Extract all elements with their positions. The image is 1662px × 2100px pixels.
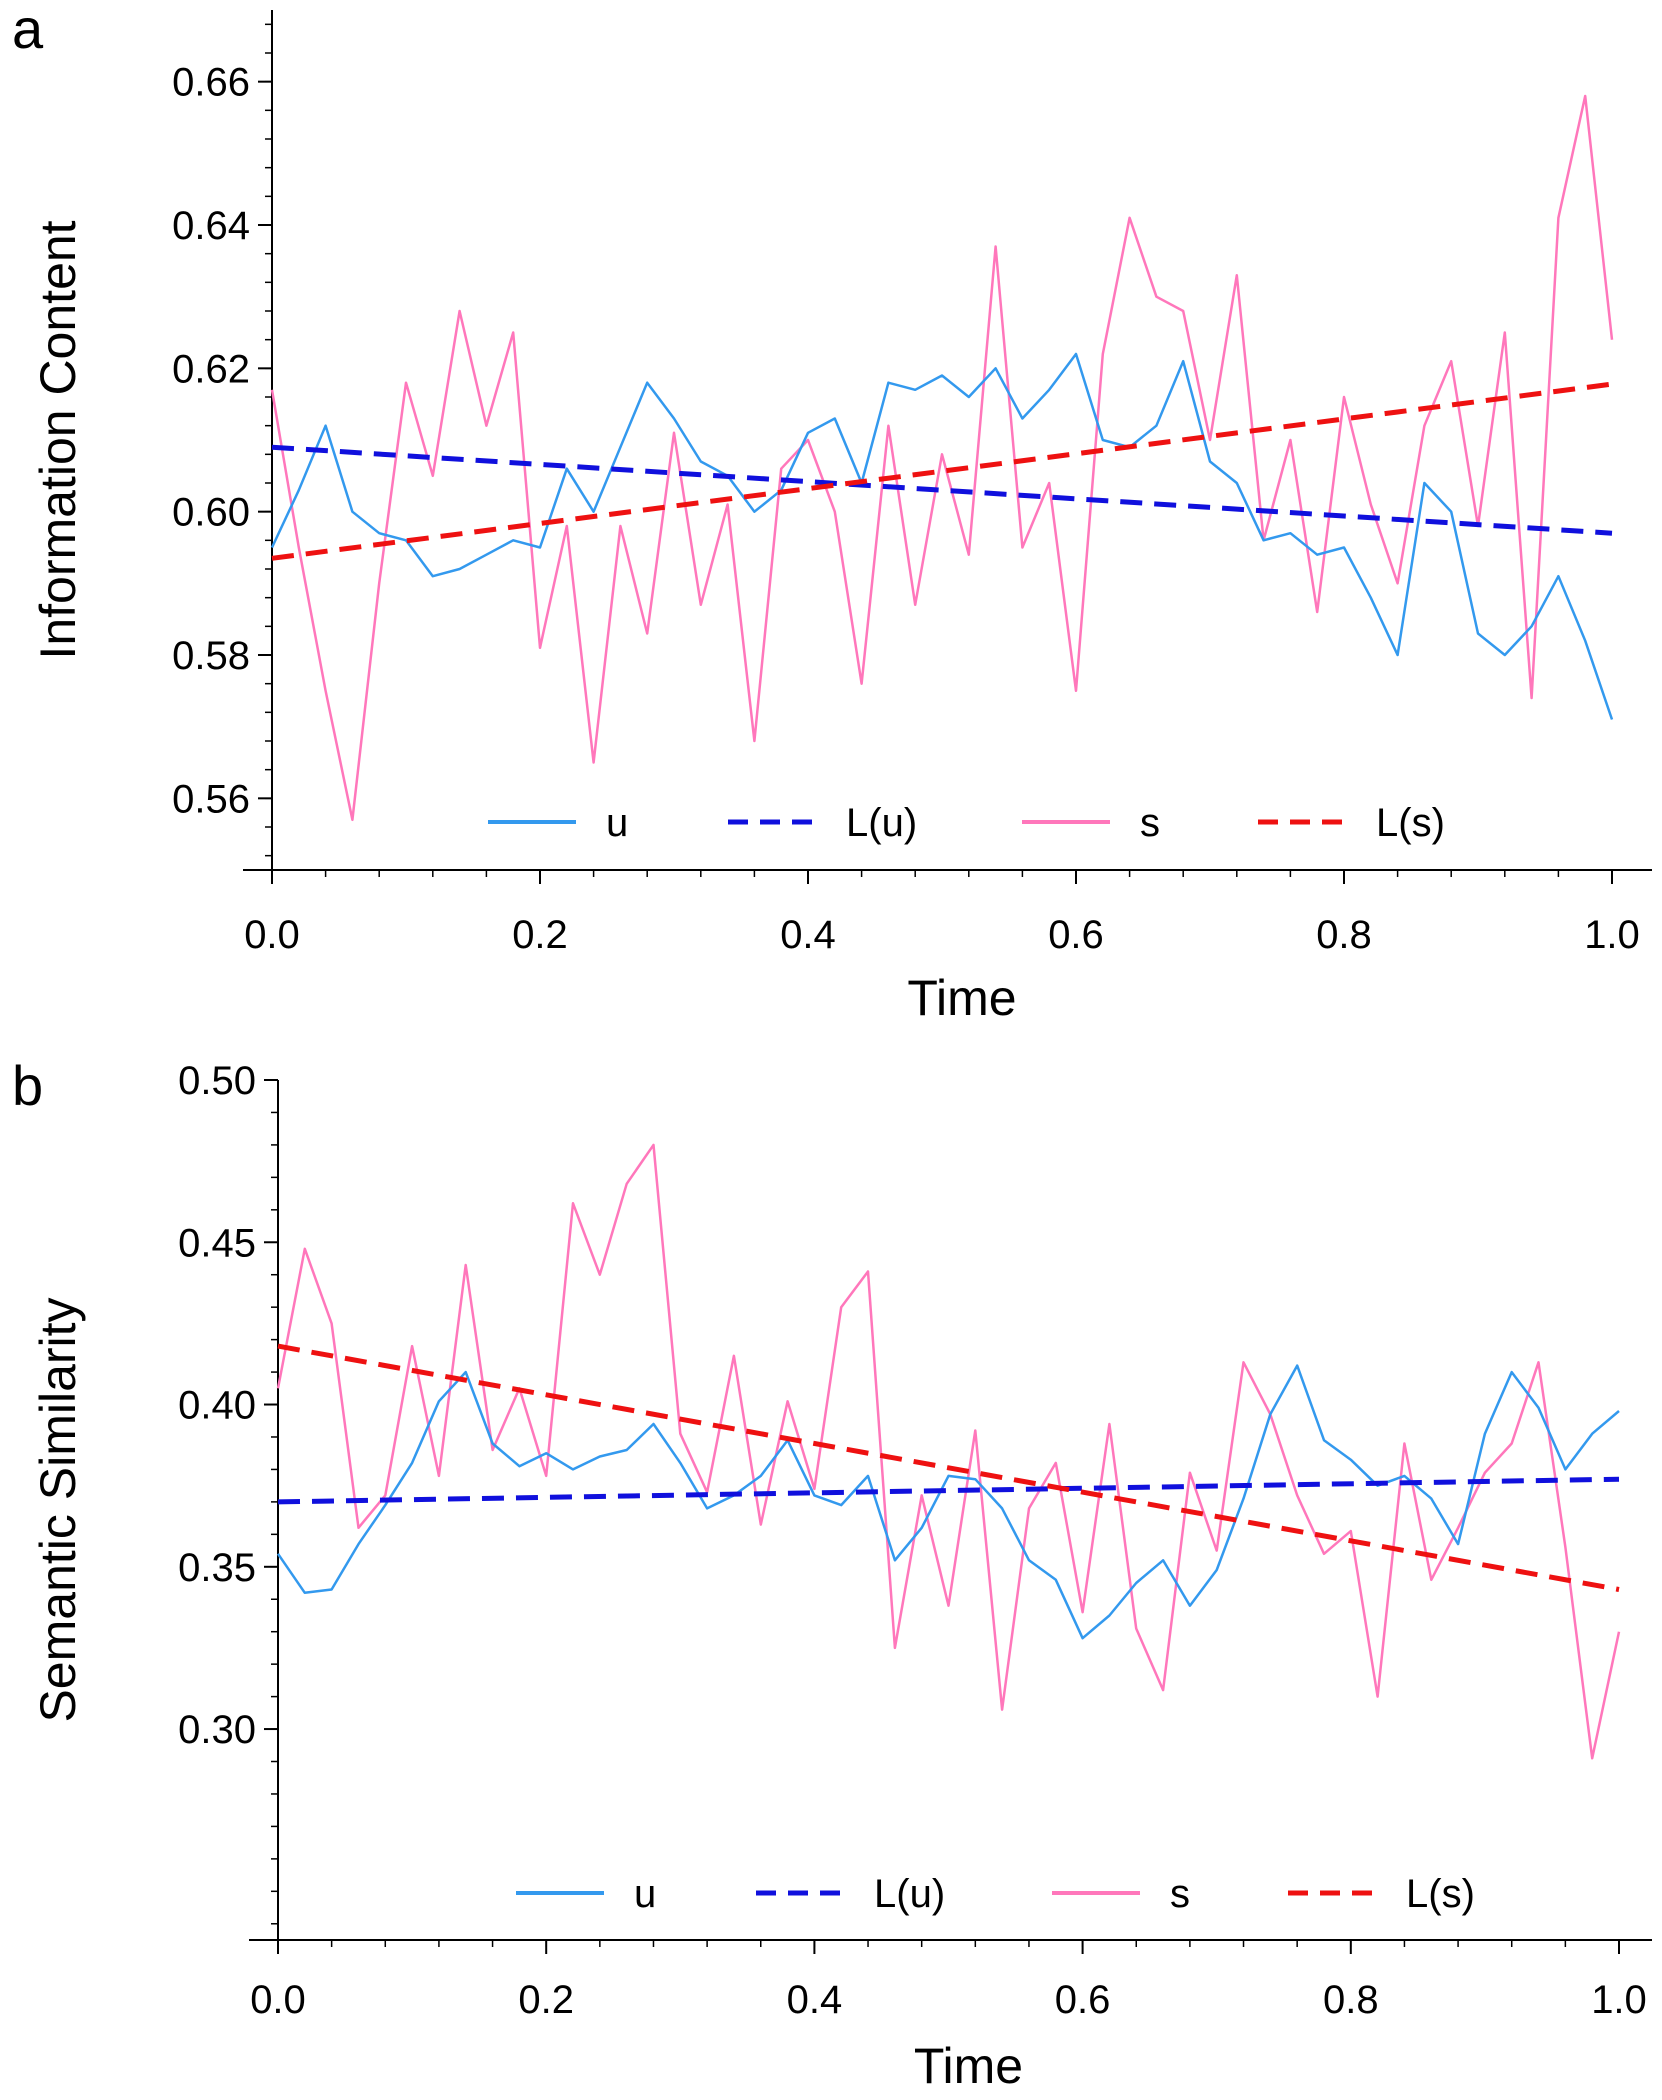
x-tick-label: 1.0 bbox=[1584, 913, 1640, 957]
y-axis-title: Semantic Similarity bbox=[30, 1297, 86, 1722]
legend-label: s bbox=[1170, 1872, 1190, 1916]
y-tick-label: 0.64 bbox=[172, 204, 250, 248]
series-line-u bbox=[270, 352, 1614, 720]
y-tick-label: 0.40 bbox=[178, 1384, 256, 1428]
x-tick-label: 0.6 bbox=[1048, 913, 1104, 957]
series-line-lu-fit bbox=[271, 444, 1613, 536]
series-line-lu-fit bbox=[277, 1476, 1620, 1505]
legend-label: s bbox=[1140, 801, 1160, 845]
x-tick-label: 0.2 bbox=[512, 913, 568, 957]
x-tick-label: 1.0 bbox=[1591, 1978, 1647, 2022]
legend-label: u bbox=[606, 801, 628, 845]
y-axis-title: Information Content bbox=[30, 220, 86, 659]
y-tick-label: 0.62 bbox=[172, 347, 250, 391]
x-axis-title: Time bbox=[914, 2038, 1023, 2094]
y-tick-label: 0.50 bbox=[178, 1059, 256, 1103]
legend-label: L(s) bbox=[1406, 1872, 1475, 1916]
y-tick-label: 0.60 bbox=[172, 491, 250, 535]
y-tick-label: 0.35 bbox=[178, 1546, 256, 1590]
legend-label: L(s) bbox=[1376, 801, 1445, 845]
panel-letter: a bbox=[12, 0, 44, 60]
series-line-ls-fit bbox=[271, 381, 1613, 561]
x-tick-label: 0.4 bbox=[787, 1978, 843, 2022]
x-tick-label: 0.6 bbox=[1055, 1978, 1111, 2022]
legend-label: L(u) bbox=[846, 801, 917, 845]
x-tick-label: 0.0 bbox=[244, 913, 300, 957]
x-axis-title: Time bbox=[907, 970, 1016, 1026]
series-line-u bbox=[276, 1364, 1620, 1640]
panel-letter: b bbox=[12, 1054, 43, 1117]
chart-panel-a: a 0.56 0.58 0.60 0.62 0.64 0.66 0.0 0.2 0.4 0.6 0.8… bbox=[12, 0, 1652, 1026]
y-tick-label: 0.30 bbox=[178, 1708, 256, 1752]
x-tick-label: 0.2 bbox=[518, 1978, 574, 2022]
x-tick-label: 0.0 bbox=[250, 1978, 306, 2022]
legend-label: L(u) bbox=[874, 1872, 945, 1916]
legend-label: u bbox=[634, 1872, 656, 1916]
y-tick-label: 0.58 bbox=[172, 634, 250, 678]
y-tick-label: 0.66 bbox=[172, 61, 250, 105]
x-tick-label: 0.8 bbox=[1323, 1978, 1379, 2022]
series-line-s bbox=[270, 94, 1614, 822]
y-tick-label: 0.45 bbox=[178, 1221, 256, 1265]
series-line-s bbox=[276, 1143, 1621, 1760]
chart-panel-b: b 0.30 0.35 0.40 0.45 0.50 0.0 0.2 0.4 0.6 0.8 1.0 T… bbox=[12, 1054, 1652, 2094]
x-tick-label: 0.8 bbox=[1316, 913, 1372, 957]
x-tick-label: 0.4 bbox=[780, 913, 836, 957]
y-tick-label: 0.56 bbox=[172, 777, 250, 821]
series-line-ls-fit bbox=[277, 1343, 1620, 1592]
